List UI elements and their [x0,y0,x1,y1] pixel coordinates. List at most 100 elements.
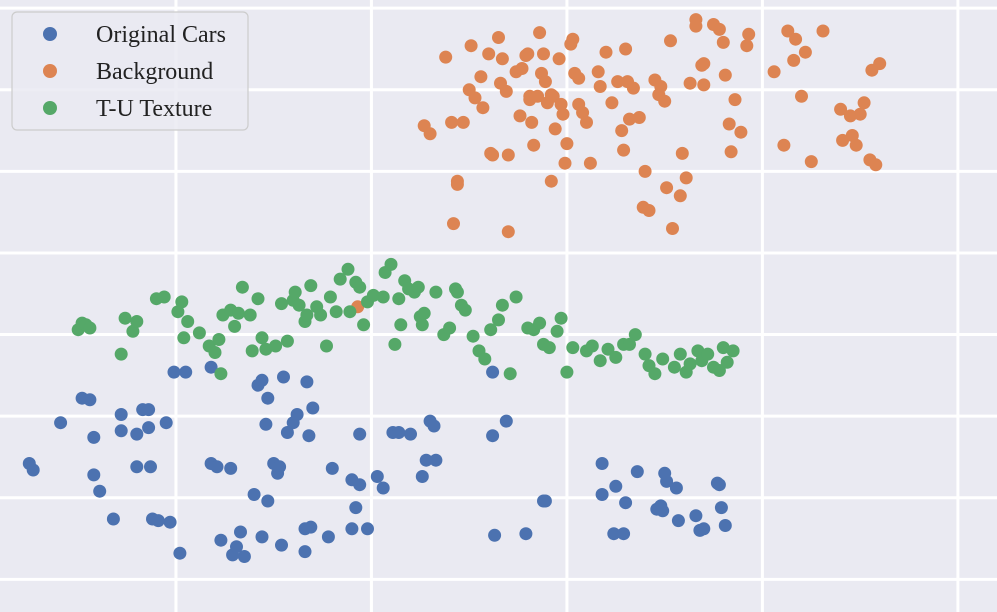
point-background [734,125,748,139]
point-original-cars [224,461,238,475]
point-t-u-texture [585,339,599,353]
point-original-cars [321,530,335,544]
point-background [611,75,625,89]
point-background [423,127,437,141]
point-original-cars [419,453,433,467]
legend-label-t-u-texture: T-U Texture [96,96,212,122]
point-original-cars [607,527,621,541]
point-background [781,24,795,38]
point-t-u-texture [509,290,523,304]
point-original-cars [114,424,128,438]
point-original-cars [415,470,429,483]
point-background [468,91,482,105]
point-original-cars [697,522,711,536]
point-original-cars [214,533,228,547]
point-t-u-texture [275,297,288,311]
point-original-cars [349,501,363,515]
point-original-cars [660,474,674,488]
point-t-u-texture [329,305,343,319]
point-original-cars [142,403,156,417]
legend-label-original-cars: Original Cars [96,22,226,48]
point-t-u-texture [181,315,195,328]
point-original-cars [486,429,500,443]
point-t-u-texture [366,288,380,302]
point-background [843,109,857,123]
point-background [599,45,613,59]
point-background [675,146,689,160]
point-original-cars [671,514,685,528]
point-original-cars [427,419,441,433]
point-t-u-texture [341,262,355,276]
point-original-cars [230,540,243,554]
point-t-u-texture [126,324,140,338]
point-t-u-texture [212,333,226,346]
point-t-u-texture [478,352,492,366]
point-t-u-texture [114,347,128,361]
point-background [617,143,631,157]
point-original-cars [712,478,726,492]
point-original-cars [167,365,181,379]
point-original-cars [669,481,683,495]
point-background [482,47,496,61]
point-t-u-texture [245,344,259,358]
point-background [623,112,636,126]
point-t-u-texture [503,367,517,381]
point-original-cars [259,417,273,431]
point-original-cars [204,360,218,374]
point-original-cars [519,527,533,541]
point-background [664,34,677,48]
point-background [804,155,818,169]
point-background [718,68,732,82]
point-background [615,124,629,138]
point-background [666,222,679,235]
point-original-cars [345,522,359,536]
point-t-u-texture [388,337,402,351]
point-t-u-texture [716,341,730,355]
point-background [501,225,515,239]
point-t-u-texture [554,311,568,325]
point-t-u-texture [343,305,357,319]
point-t-u-texture [429,285,443,299]
point-t-u-texture [638,347,652,361]
point-original-cars [261,494,275,508]
point-background [816,24,830,38]
point-t-u-texture [458,303,472,317]
point-background [558,156,572,170]
point-t-u-texture [171,305,185,319]
point-background [554,97,568,111]
point-t-u-texture [542,341,556,355]
point-t-u-texture [726,344,740,358]
point-original-cars [130,427,144,441]
point-background [548,122,562,136]
point-background [538,75,552,89]
point-background [654,80,668,93]
point-t-u-texture [566,341,580,355]
point-background [556,107,570,121]
point-t-u-texture [228,319,242,333]
point-background [728,93,742,107]
point-background [869,158,883,172]
point-t-u-texture [492,313,505,327]
point-original-cars [617,527,631,541]
point-background [474,70,488,84]
point-t-u-texture [691,344,705,358]
point-background [544,174,558,188]
point-t-u-texture [720,355,734,369]
point-original-cars [255,373,269,387]
point-original-cars [159,416,173,430]
point-original-cars [370,470,384,483]
point-t-u-texture [656,352,670,366]
point-original-cars [163,515,177,529]
point-background [857,96,871,110]
legend-label-background: Background [96,59,213,85]
point-t-u-texture [648,367,662,381]
legend: Original Cars Background T-U Texture [11,11,249,131]
point-background [546,89,560,103]
point-original-cars [595,488,609,501]
point-original-cars [130,460,144,474]
point-t-u-texture [292,298,306,312]
point-original-cars [486,365,500,379]
point-t-u-texture [701,347,715,361]
point-t-u-texture [392,292,406,306]
point-background [533,26,547,40]
